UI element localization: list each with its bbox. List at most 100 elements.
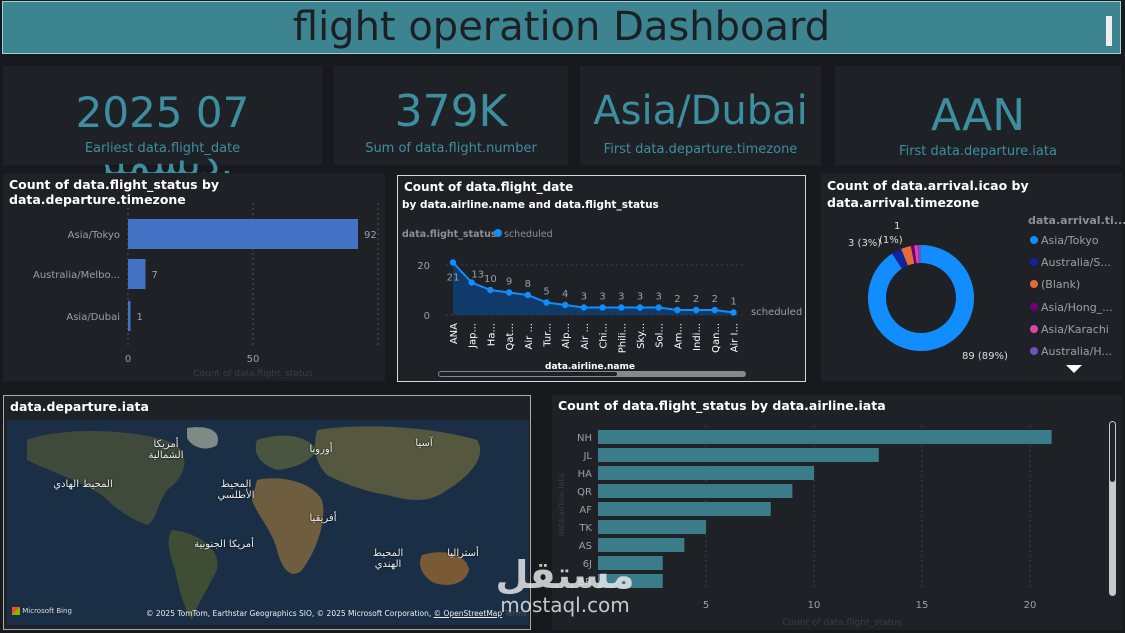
map-departure-iata[interactable]: data.departure.iata أمريكا الشمالية أوروب… (3, 395, 531, 630)
category-label: Indi... (692, 323, 703, 351)
data-label: 1 (894, 221, 900, 232)
watermark-arabic: مستقل (495, 553, 635, 597)
legend-item[interactable]: Asia/Karachi (1030, 323, 1109, 336)
legend-dot (1030, 302, 1038, 311)
africa-land (252, 478, 324, 574)
chart-status-by-departure-timezone[interactable]: Count of data.flight_status by data.depa… (3, 173, 385, 381)
legend-item-scheduled[interactable]: scheduled (494, 229, 553, 240)
scrollbar-thumb[interactable] (439, 372, 617, 376)
bing-logo-icon (12, 607, 20, 615)
terms-link[interactable]: Terms (504, 609, 527, 618)
category-label: Phili... (617, 323, 628, 353)
tick-label: 0 (424, 311, 430, 322)
data-label: 10 (484, 274, 497, 285)
data-label: 8 (525, 279, 531, 290)
map-region-label: المحيط الأطلسي (217, 479, 255, 501)
bar (598, 520, 706, 534)
chart-status-by-airline-iata[interactable]: Count of data.flight_status by data.airl… (552, 395, 1122, 630)
bar (598, 502, 771, 516)
data-label: 2 (693, 294, 699, 305)
map-region-label: أمريكا الجنوبية (194, 539, 254, 550)
vertical-scrollbar[interactable] (1109, 421, 1116, 596)
legend-item[interactable]: Asia/Hong_... (1030, 301, 1113, 314)
legend-item[interactable]: Australia/H... (1030, 345, 1112, 358)
chart-title: Count of data.flight_date (404, 180, 574, 194)
legend-item[interactable]: Asia/Tokyo (1030, 234, 1099, 247)
legend-title: data.arrival.ti... (1028, 214, 1125, 227)
axis-title: data.airline.iata (557, 473, 566, 536)
category-label: HA (578, 469, 593, 480)
data-point (543, 299, 550, 306)
category-label: Am... (673, 323, 684, 349)
legend-scroll-down-icon[interactable] (1066, 365, 1082, 373)
legend-label: (Blank) (1041, 278, 1081, 292)
kpi-label: Earliest data.flight_date (84, 141, 241, 156)
data-label: 2 (674, 294, 680, 305)
legend-label: Asia/Tokyo (1041, 234, 1099, 247)
osm-link[interactable]: © OpenStreetMap (433, 609, 503, 618)
europe-land (255, 435, 317, 470)
category-label: Sky... (636, 323, 647, 349)
legend-label: scheduled (504, 229, 553, 240)
map-region-label: أستراليا (447, 548, 479, 559)
data-point (468, 279, 475, 286)
category-label: QR (577, 487, 592, 498)
chart-flight-date-by-airline[interactable]: Count of data.flight_date by data.airlin… (397, 175, 806, 382)
chart-arrival-icao-by-timezone[interactable]: Count of data.arrival.icao by data.arriv… (821, 173, 1125, 381)
horizontal-scrollbar[interactable] (438, 371, 746, 377)
bar (598, 538, 685, 552)
map-region-label: المحيط الهندي (372, 548, 404, 570)
data-point (580, 304, 588, 311)
kpi-card-earliest-date[interactable]: 07 2025 ,ديسمبر Earliest data.flight_dat… (3, 66, 322, 186)
map-region-label: أفريقيا (309, 513, 337, 524)
south-america-land (168, 530, 218, 620)
map-title: data.departure.iata (10, 399, 149, 414)
legend-item[interactable]: (Blank) (1030, 278, 1080, 291)
data-point (487, 286, 494, 294)
asia-land (315, 426, 481, 500)
category-label: Asia/Dubai (66, 312, 120, 323)
axis-title: data.airline.name (545, 362, 635, 372)
data-point (674, 306, 681, 314)
legend-label: Asia/Hong_... (1041, 300, 1113, 314)
world-map[interactable] (7, 420, 529, 625)
scroll-handle[interactable] (1106, 16, 1112, 46)
map-region-label: المحيط الهادي (53, 479, 113, 490)
donut-slice (892, 248, 908, 269)
data-point (562, 301, 569, 309)
data-point (449, 259, 457, 266)
category-label: BR (578, 577, 592, 588)
map-region-label: آسيا (415, 438, 433, 449)
chart-title: Count of data.arrival.icao by data.arriv… (827, 178, 1029, 210)
data-label: 3 (618, 292, 624, 303)
kpi-value: 379K (394, 86, 508, 137)
tick-label: 5 (703, 600, 709, 611)
chart-title: Count of data.flight_status by data.depa… (9, 177, 220, 207)
data-label: 1 (137, 312, 143, 323)
kpi-card-first-departure-timezone[interactable]: Asia/Dubai First data.departure.timezone (580, 66, 821, 165)
legend-label: Australia/S... (1041, 256, 1111, 270)
bar (598, 556, 663, 570)
legend-item[interactable]: Australia/S... (1030, 256, 1111, 269)
australia-land (420, 552, 469, 585)
axis-title: Count of data.flight_status (193, 369, 313, 379)
watermark: مستقل mostaql.com (490, 555, 640, 615)
data-point (711, 306, 718, 314)
tick-label: 20 (1024, 600, 1037, 611)
greenland-land (187, 427, 218, 449)
map-region-label: أمريكا الشمالية (148, 439, 184, 461)
map-region-label: أوروبا (309, 444, 333, 455)
legend-dot (1030, 324, 1038, 333)
category-label: Qat... (505, 323, 516, 350)
data-point (730, 309, 737, 316)
tick-label: 50 (247, 354, 260, 365)
north-america-land (27, 430, 185, 525)
scrollbar-thumb[interactable] (1110, 422, 1115, 482)
kpi-card-flight-number-sum[interactable]: 379K Sum of data.flight.number (334, 66, 568, 165)
bar (128, 301, 131, 331)
category-label: Asia/Tokyo (68, 230, 120, 241)
kpi-value: 07 2025 ,ديسمبر (75, 88, 250, 186)
data-point (692, 306, 700, 314)
kpi-card-first-departure-iata[interactable]: AAN First data.departure.iata (835, 66, 1121, 165)
